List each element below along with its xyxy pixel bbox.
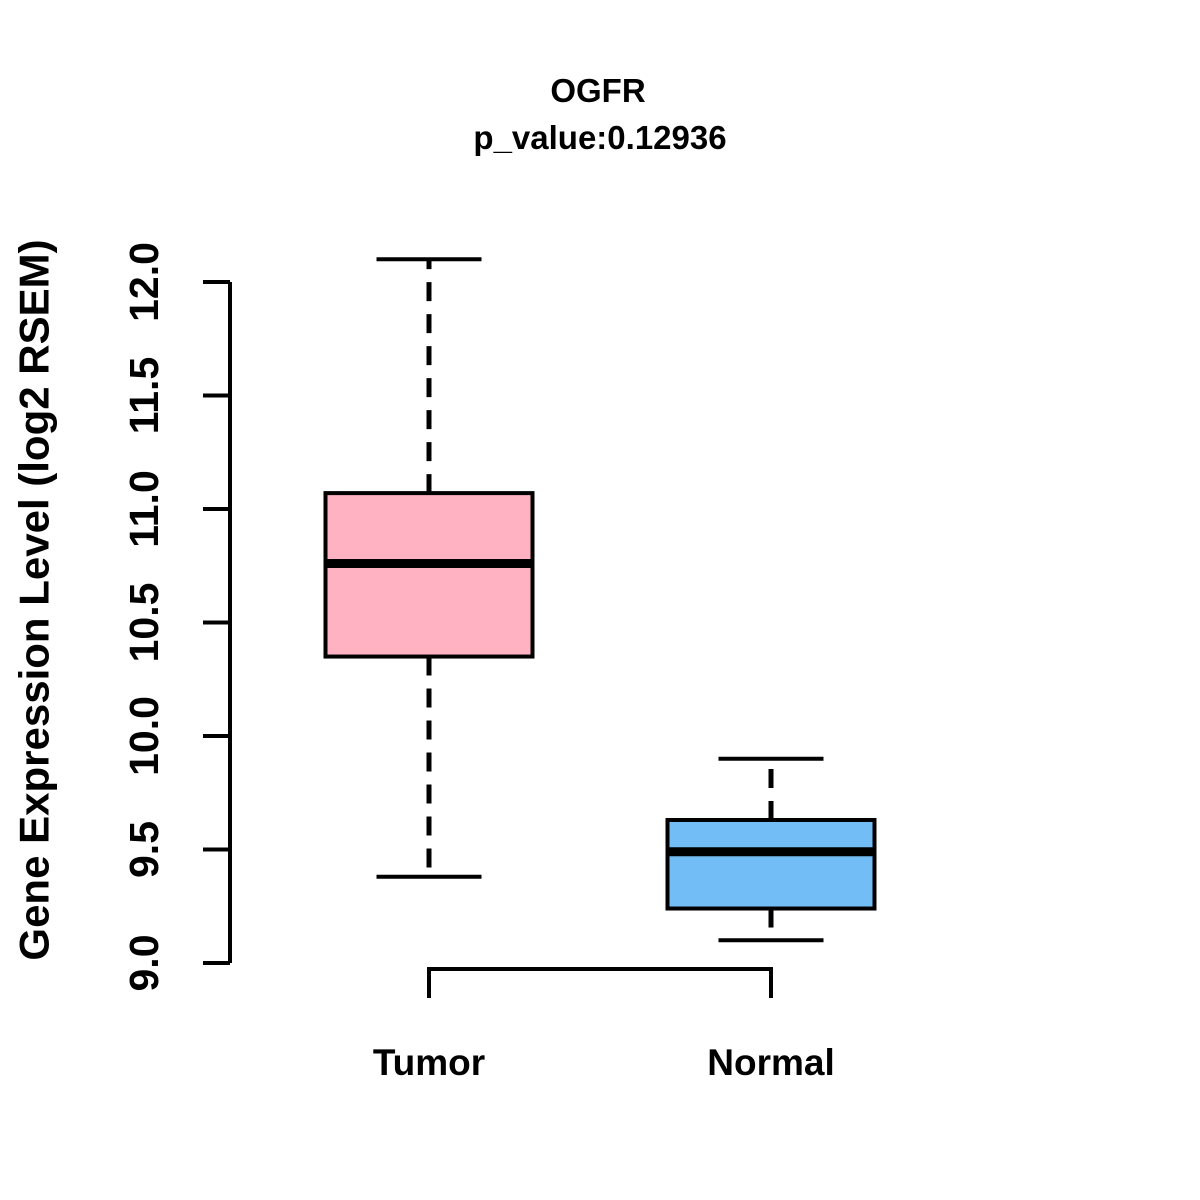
box-group-tumor xyxy=(323,257,535,879)
x-category-labels: Tumor Normal xyxy=(373,1042,835,1083)
y-tick-label: 10.0 xyxy=(121,696,167,776)
y-axis-title: Gene Expression Level (log2 RSEM) xyxy=(11,239,58,960)
y-tick-label: 11.5 xyxy=(121,357,167,435)
category-label-tumor: Tumor xyxy=(373,1042,485,1083)
comparison-bracket xyxy=(427,967,773,998)
iqr-box xyxy=(665,817,877,911)
box-group-normal xyxy=(665,756,877,943)
y-tick-label: 10.5 xyxy=(121,583,167,663)
iqr-box xyxy=(323,491,535,659)
y-tick-label: 9.0 xyxy=(121,935,167,992)
category-label-normal: Normal xyxy=(707,1042,834,1083)
boxes xyxy=(323,257,877,943)
y-tick-label: 12.0 xyxy=(121,242,167,322)
y-tick-label: 11.0 xyxy=(121,470,167,548)
y-tick-label: 9.5 xyxy=(121,821,167,878)
comparison-bracket-path xyxy=(427,967,773,998)
y-axis: 9.0 9.5 10.0 10.5 11.0 11.5 12.0 xyxy=(121,242,232,992)
chart-subtitle: p_value:0.12936 xyxy=(473,119,726,156)
chart-title: OGFR xyxy=(550,72,645,109)
